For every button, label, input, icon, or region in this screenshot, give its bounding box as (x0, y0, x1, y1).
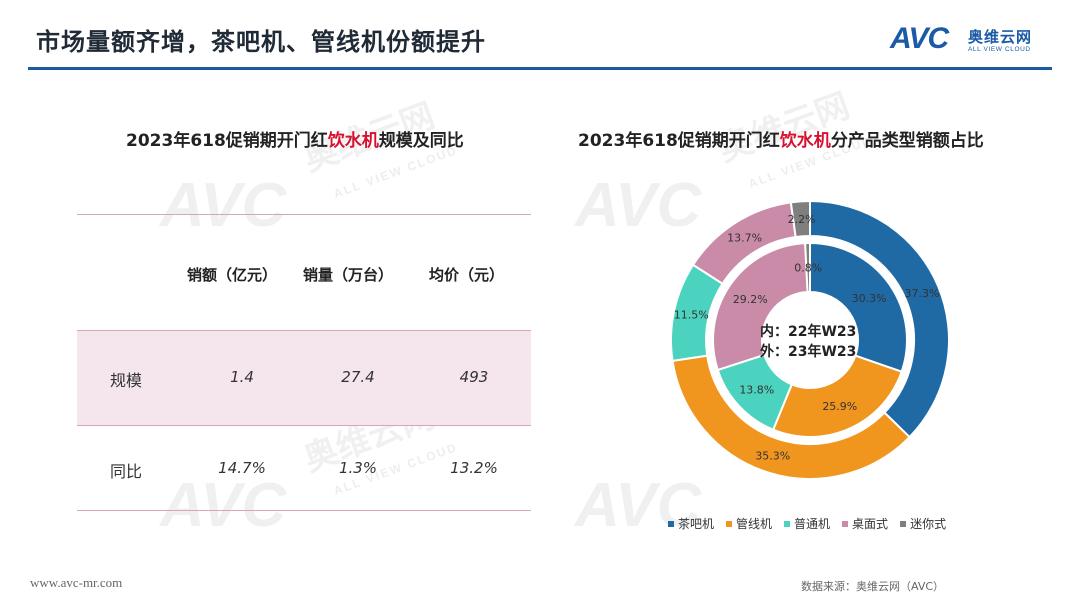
table-bottom-rule (77, 510, 531, 511)
legend-swatch (784, 520, 791, 527)
header: 市场量额齐增，茶吧机、管线机份额提升 AVC 奥维云网 ALL VIEW CLO… (0, 0, 1080, 70)
legend-swatch (900, 520, 907, 527)
table-header-sales-amount: 销额（亿元） (187, 266, 278, 284)
watermark-name-en: ALL VIEW CLOUD (331, 143, 460, 201)
chart-legend: 茶吧机 管线机 普通机 桌面式 迷你式 (668, 515, 946, 532)
left-panel-title: 2023年618促销期开门红饮水机规模及同比 (126, 126, 464, 151)
title-prefix: 2023年618促销期开门红 (126, 131, 328, 151)
table-header-avg-price: 均价（元） (429, 266, 505, 284)
watermark-name-cn: 奥维云网 (713, 85, 855, 170)
legend-label: 迷你式 (910, 517, 947, 531)
inner-ring-slice-1 (771, 354, 903, 438)
title-suffix: 分产品类型销额占比 (830, 131, 984, 151)
header-divider (28, 67, 1052, 70)
inner-ring-label-0: 30.3% (852, 292, 887, 305)
donut-center-label: 内：22年W23 外：23年W23 (760, 322, 870, 362)
outer-ring-label: 外：23年W23 (760, 344, 857, 360)
table-header-sales-volume: 销量（万台） (303, 266, 394, 284)
title-highlight: 饮水机 (327, 131, 379, 151)
page-title: 市场量额齐增，茶吧机、管线机份额提升 (36, 28, 486, 56)
donut-chart: 30.3% 25.9% 13.8% 29.2% 0.8% 37.3% 35.3% 11.5% 1… (640, 170, 980, 510)
watermark-mark: AVC (160, 171, 287, 240)
table-top-rule (77, 214, 531, 215)
inner-ring-slice-3 (712, 242, 809, 372)
row-label-scale: 规模 (110, 371, 143, 390)
cell-avg-price: 493 (459, 368, 489, 386)
cell-sales-volume: 27.4 (341, 368, 375, 386)
inner-ring-label-2: 13.8% (739, 383, 774, 396)
logo-name-cn: 奥维云网 (968, 28, 1033, 46)
table-row: 同比 14.7% 1.3% 13.2% (77, 426, 531, 510)
legend-item: 普通机 (784, 515, 830, 532)
legend-item: 茶吧机 (668, 515, 714, 532)
cell-sales-amount: 14.7% (218, 459, 266, 477)
legend-label: 桌面式 (852, 517, 889, 531)
legend-label: 管线机 (736, 517, 773, 531)
inner-ring-label-1: 25.9% (822, 400, 857, 413)
outer-ring-slice-4 (789, 199, 811, 239)
legend-swatch (842, 520, 849, 527)
inner-ring-label-4: 0.8% (794, 262, 822, 275)
footer-source: 数据来源：奥维云网（AVC） (801, 580, 945, 593)
inner-ring-slice-4 (804, 241, 811, 294)
cell-avg-price: 13.2% (450, 459, 498, 477)
logo-name-en: ALL VIEW CLOUD (968, 46, 1031, 53)
legend-swatch (668, 520, 674, 527)
outer-ring-slice-0 (809, 199, 950, 439)
legend-label: 茶吧机 (678, 517, 715, 531)
outer-ring-label-4: 2.2% (788, 213, 816, 226)
right-panel-title: 2023年618促销期开门红饮水机分产品类型销额占比 (578, 126, 984, 151)
legend-item: 管线机 (726, 515, 772, 532)
legend-item: 桌面式 (842, 515, 888, 532)
title-highlight: 饮水机 (779, 131, 831, 151)
outer-ring-label-0: 37.3% (905, 287, 940, 300)
cell-sales-volume: 1.3% (338, 459, 378, 477)
logo-mark: AVC (890, 22, 949, 55)
avc-logo: AVC 奥维云网 ALL VIEW CLOUD (890, 22, 1060, 58)
outer-ring-label-1: 35.3% (755, 450, 790, 463)
table-row: 规模 1.4 27.4 493 (77, 331, 531, 425)
outer-ring-label-2: 11.5% (674, 309, 709, 322)
table-header-rule (77, 330, 531, 331)
row-label-yoy: 同比 (110, 462, 143, 481)
cell-sales-amount: 1.4 (230, 368, 254, 386)
outer-ring-label-3: 13.7% (727, 232, 762, 245)
footer-url: www.avc-mr.com (30, 575, 123, 590)
donut-chart-svg: 30.3% 25.9% 13.8% 29.2% 0.8% 37.3% 35.3% 11.5% 1… (670, 199, 950, 480)
title-suffix: 规模及同比 (378, 131, 464, 151)
title-prefix: 2023年618促销期开门红 (578, 131, 780, 151)
legend-item: 迷你式 (900, 515, 946, 532)
inner-ring-label: 内：22年W23 (760, 324, 857, 340)
inner-ring-label-3: 29.2% (733, 293, 768, 306)
inner-ring-slice-0 (809, 241, 908, 373)
legend-swatch (726, 520, 733, 527)
legend-label: 普通机 (794, 517, 831, 531)
table-row-rule (77, 425, 531, 426)
